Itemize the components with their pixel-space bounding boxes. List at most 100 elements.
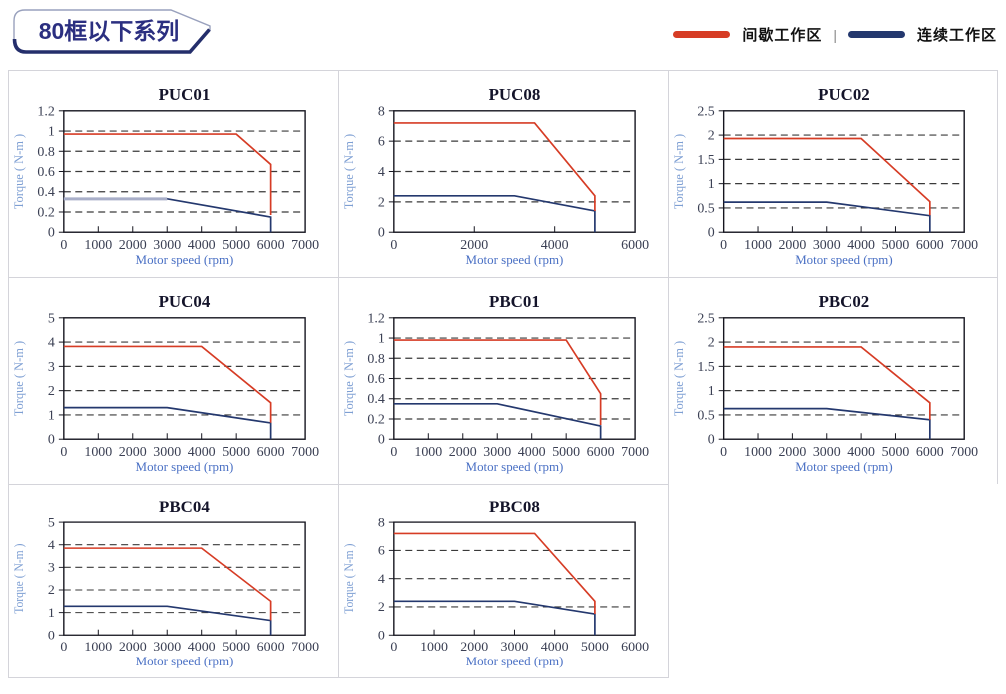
chart-cell-PBC04: PBC04 0 1 2 3 4 5 0 1000 2000 3000 4000 5000 6000 7000… — [8, 484, 338, 678]
empty-cell — [668, 484, 998, 678]
y-tick-label: 0.8 — [37, 145, 54, 160]
y-tick-label: 0.2 — [367, 412, 384, 427]
x-tick-label: 4000 — [541, 639, 569, 653]
y-tick-label: 1.2 — [367, 311, 384, 326]
intermittent-line — [63, 133, 272, 216]
continuous-line — [393, 194, 596, 233]
y-tick-label: 1 — [378, 332, 385, 347]
y-tick-label: 5 — [48, 515, 55, 529]
x-tick-label: 1000 — [744, 445, 772, 460]
x-tick-label: 2000 — [778, 238, 806, 253]
x-tick-label: 6000 — [587, 445, 615, 460]
y-tick-label: 0.5 — [697, 201, 714, 216]
y-tick-label: 0 — [48, 433, 55, 448]
chart-PBC08: PBC08 0 2 4 6 8 0 1000 2000 3000 4000 5000 6000 Motor… — [342, 497, 650, 667]
chart-cell-PUC02: PUC02 0 0.5 1 1.5 2 2.5 0 1000 2000 3000 4000 5000 60… — [668, 70, 998, 277]
y-tick-label: 5 — [48, 311, 55, 326]
y-tick-label: 4 — [378, 165, 385, 180]
y-axis-label: Torque ( N-m ) — [342, 544, 356, 614]
x-tick-label: 5000 — [882, 445, 910, 460]
x-tick-label: 4000 — [188, 639, 216, 653]
continuous-line-swatch — [847, 31, 905, 38]
y-tick-label: 0.4 — [37, 185, 54, 200]
y-tick-label: 0 — [48, 226, 55, 241]
y-tick-label: 0.2 — [37, 205, 54, 220]
x-tick-label: 2000 — [119, 445, 147, 460]
y-tick-label: 0 — [378, 226, 385, 241]
y-axis-label: Torque ( N-m ) — [342, 134, 356, 209]
chart-title: PUC08 — [489, 85, 541, 104]
x-tick-label: 7000 — [291, 639, 319, 653]
y-axis-label: Torque ( N-m ) — [12, 341, 26, 416]
intermittent-line — [393, 532, 596, 615]
x-tick-label: 1000 — [84, 445, 112, 460]
x-axis-label: Motor speed (rpm) — [466, 459, 564, 474]
y-tick-label: 3 — [48, 560, 55, 574]
plot-border — [722, 317, 965, 440]
continuous-line — [63, 605, 272, 636]
series-badge: 80框以下系列 — [12, 9, 211, 54]
y-tick-label: 1.5 — [697, 360, 714, 375]
y-axis-label: Torque ( N-m ) — [12, 134, 26, 209]
y-tick-label: 2 — [48, 583, 55, 597]
x-tick-label: 2000 — [460, 238, 488, 253]
chart-cell-PBC02: PBC02 0 0.5 1 1.5 2 2.5 0 1000 2000 3000 4000 5000 60… — [668, 277, 998, 484]
plot-border — [722, 110, 965, 233]
y-tick-label: 0.6 — [37, 165, 54, 180]
y-axis-label: Torque ( N-m ) — [672, 134, 686, 209]
x-axis-label: Motor speed (rpm) — [136, 252, 234, 267]
x-tick-label: 0 — [390, 639, 397, 653]
y-tick-label: 1 — [708, 384, 715, 399]
legend-item-intermittent: 间歇工作区 — [673, 24, 822, 45]
chart-PBC04: PBC04 0 1 2 3 4 5 0 1000 2000 3000 4000 5000 6000 7000… — [12, 497, 320, 667]
x-tick-label: 4000 — [188, 445, 216, 460]
x-tick-label: 7000 — [950, 238, 978, 253]
intermittent-line-swatch — [673, 31, 731, 38]
x-tick-label: 3000 — [153, 639, 181, 653]
y-tick-label: 2 — [378, 195, 385, 210]
x-tick-label: 5000 — [552, 445, 580, 460]
y-tick-label: 1 — [48, 605, 55, 619]
x-tick-label: 5000 — [581, 639, 609, 653]
plot-border — [63, 317, 306, 440]
intermittent-line — [723, 137, 931, 216]
chart-title: PBC04 — [159, 497, 210, 515]
x-tick-label: 5000 — [222, 445, 250, 460]
x-tick-label: 4000 — [518, 445, 546, 460]
y-tick-label: 0.4 — [367, 392, 384, 407]
y-tick-label: 4 — [48, 336, 55, 351]
x-tick-label: 2000 — [460, 639, 488, 653]
x-tick-label: 1000 — [414, 445, 442, 460]
chart-PUC01: PUC01 0 0.2 0.4 0.6 0.8 1 1.2 0 1000 2000 3000 4000 5… — [12, 85, 319, 267]
continuous-line — [63, 406, 272, 440]
intermittent-line — [63, 547, 272, 621]
x-tick-label: 6000 — [257, 238, 285, 253]
plot-border — [393, 110, 636, 233]
y-tick-label: 8 — [378, 515, 385, 529]
x-tick-label: 3000 — [813, 445, 841, 460]
x-tick-label: 7000 — [621, 445, 649, 460]
y-tick-label: 0.6 — [367, 372, 384, 387]
y-tick-label: 1 — [48, 408, 55, 423]
x-tick-label: 4000 — [541, 238, 569, 253]
x-tick-label: 2000 — [119, 238, 147, 253]
chart-title: PBC08 — [489, 497, 540, 515]
chart-cell-PUC08: PUC08 0 2 4 6 8 0 2000 4000 6000 Motor speed (rpm)… — [338, 70, 668, 277]
x-tick-label: 6000 — [257, 445, 285, 460]
x-tick-label: 2000 — [119, 639, 147, 653]
x-tick-label: 3000 — [153, 445, 181, 460]
x-tick-label: 4000 — [847, 238, 875, 253]
legend: 间歇工作区 | 连续工作区 — [673, 24, 997, 45]
x-tick-label: 7000 — [291, 238, 319, 253]
x-tick-label: 0 — [720, 238, 727, 253]
y-axis-label: Torque ( N-m ) — [12, 544, 26, 614]
intermittent-line — [723, 346, 931, 420]
chart-title: PUC04 — [159, 292, 211, 311]
legend-label: 间歇工作区 — [742, 27, 823, 44]
chart-cell-PUC04: PUC04 0 1 2 3 4 5 0 1000 2000 3000 4000 5000 6000 7000… — [8, 277, 338, 484]
x-tick-label: 2000 — [778, 445, 806, 460]
charts-grid: PUC01 0 0.2 0.4 0.6 0.8 1 1.2 0 1000 2000 3000 4000 5… — [8, 70, 998, 678]
y-tick-label: 2.5 — [697, 104, 714, 119]
continuous-line — [393, 600, 596, 636]
legend-separator: | — [833, 26, 837, 43]
